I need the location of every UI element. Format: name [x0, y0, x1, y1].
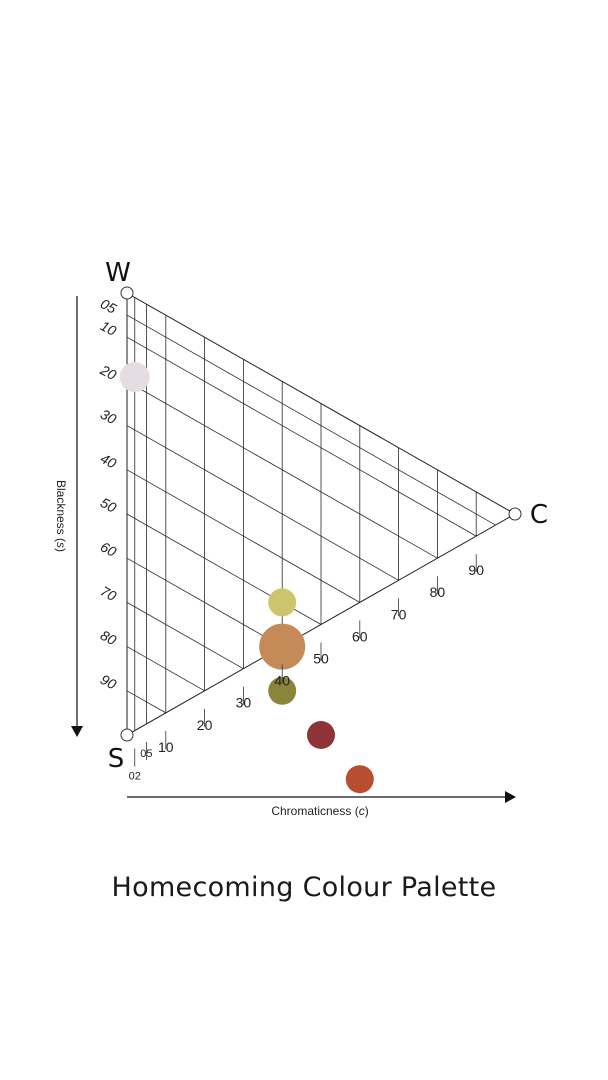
- grid-lines: [126, 297, 496, 731]
- blackness-grid-line: [126, 602, 244, 670]
- page-title: Homecoming Colour Palette: [111, 872, 497, 903]
- chromatic-corner-marker: [508, 507, 522, 521]
- blackness-grid-line: [126, 336, 477, 537]
- axes: Blackness (s) Chromaticness (c): [54, 296, 516, 818]
- blackness-axis-arrowhead: [71, 726, 83, 737]
- colour-points: [119, 361, 374, 794]
- blackness-tick-label: 30: [98, 406, 119, 428]
- chromaticness-tick-label: 70: [391, 606, 407, 622]
- blackness-grid-line: [126, 425, 399, 581]
- blackness-tick-label: 70: [98, 583, 119, 605]
- chromaticness-axis-arrowhead: [505, 791, 516, 803]
- chromaticness-tick-label: 90: [468, 562, 484, 578]
- corner-markers: W C S: [105, 258, 548, 774]
- chromaticness-tick-label: 50: [313, 651, 329, 667]
- blackness-axis-title: Blackness (s): [54, 480, 68, 552]
- blackness-grid-line: [126, 557, 283, 647]
- black-corner-label: S: [108, 744, 125, 774]
- blackness-tick-label: 90: [98, 671, 119, 693]
- blackness-tick-label: 05: [98, 295, 119, 317]
- chromaticness-axis-title: Chromaticness (c): [271, 804, 368, 818]
- triangle-outline: [126, 292, 517, 736]
- blackness-tick-label: 80: [98, 627, 119, 649]
- blackness-tick-label: 50: [98, 494, 119, 516]
- blackness-tick-label: 20: [97, 361, 119, 383]
- blackness-grid-line: [126, 646, 205, 692]
- blackness-tick-label: 60: [98, 538, 119, 560]
- blackness-grid-line: [126, 314, 496, 526]
- colour-point: [345, 765, 374, 794]
- chromatic-corner-label: C: [530, 500, 548, 530]
- colour-point: [119, 361, 150, 392]
- triangle-border: [126, 292, 517, 736]
- white-corner-marker: [120, 286, 134, 300]
- blackness-tick-label: 40: [98, 450, 119, 472]
- blackness-grid-line: [126, 469, 360, 603]
- chromaticness-tick-label: 10: [158, 739, 174, 755]
- chromaticness-tick-label: 60: [352, 628, 368, 644]
- colour-point: [259, 623, 306, 670]
- colour-point: [268, 588, 297, 617]
- chromaticness-tick-label: 30: [236, 695, 252, 711]
- blackness-grid-line: [126, 690, 166, 714]
- chromaticness-tick-label: 05: [140, 748, 152, 760]
- blackness-tick-label: 10: [98, 317, 119, 339]
- white-corner-label: W: [105, 258, 131, 288]
- colour-point: [307, 721, 335, 749]
- blackness-grid-line: [126, 381, 438, 559]
- chromaticness-tick-label: 80: [430, 584, 446, 600]
- colour-point: [268, 676, 297, 705]
- black-corner-marker: [120, 728, 134, 742]
- chromaticness-tick-label: 20: [197, 717, 213, 733]
- chromaticness-tick-label: 02: [129, 771, 141, 783]
- chromaticness-tick-label: 40: [274, 673, 290, 689]
